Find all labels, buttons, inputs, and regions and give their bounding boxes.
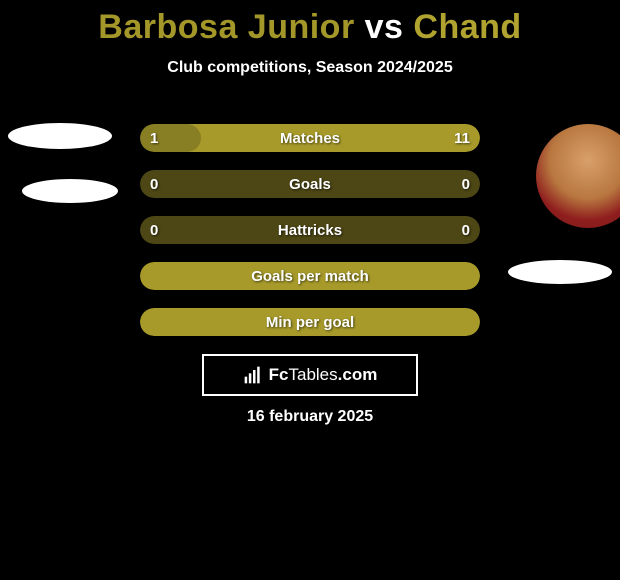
vs-separator: vs xyxy=(365,8,404,46)
player1-name: Barbosa Junior xyxy=(98,8,354,46)
player2-avatar xyxy=(536,124,620,228)
logo-text-suffix: .com xyxy=(338,365,378,384)
stat-bar-goals: Goals0 0 xyxy=(140,170,480,198)
player1-avatar-placeholder-2 xyxy=(22,179,118,203)
stat-bars-container: Matches111Goals00Hattricks00Goals per ma… xyxy=(140,124,480,354)
stat-value-right: 11 xyxy=(454,124,470,152)
stat-value-right: 0 xyxy=(462,170,470,198)
stat-value-left: 1 xyxy=(150,124,158,152)
player2-avatar-placeholder-2 xyxy=(508,260,612,284)
logo-text: FcTables.com xyxy=(269,365,378,385)
snapshot-date: 16 february 2025 xyxy=(0,408,620,426)
stat-bar-matches: Matches111 xyxy=(140,124,480,152)
stat-label: Hattricks xyxy=(140,216,480,244)
stat-label: Goals xyxy=(140,170,480,198)
stat-bar-min-per-goal: Min per goal xyxy=(140,308,480,336)
player1-avatar-placeholder-1 xyxy=(8,123,112,149)
player2-name: Chand xyxy=(413,8,521,46)
stat-label: Matches xyxy=(140,124,480,152)
stat-label: Min per goal xyxy=(140,308,480,336)
stat-bar-goals-per-match: Goals per match xyxy=(140,262,480,290)
stat-bar-hattricks: Hattricks0 0 xyxy=(140,216,480,244)
stat-value-left: 0 xyxy=(150,170,158,198)
logo-text-bold: Fc xyxy=(269,365,289,384)
subtitle: Club competitions, Season 2024/2025 xyxy=(0,59,620,77)
stat-value-left: 0 xyxy=(150,216,158,244)
chart-bars-icon xyxy=(243,365,263,385)
fctables-logo[interactable]: FcTables.com xyxy=(202,354,418,396)
stat-value-right: 0 xyxy=(462,216,470,244)
comparison-title: Barbosa Junior vs Chand xyxy=(0,0,620,47)
logo-text-light: Tables xyxy=(289,365,338,384)
stat-label: Goals per match xyxy=(140,262,480,290)
